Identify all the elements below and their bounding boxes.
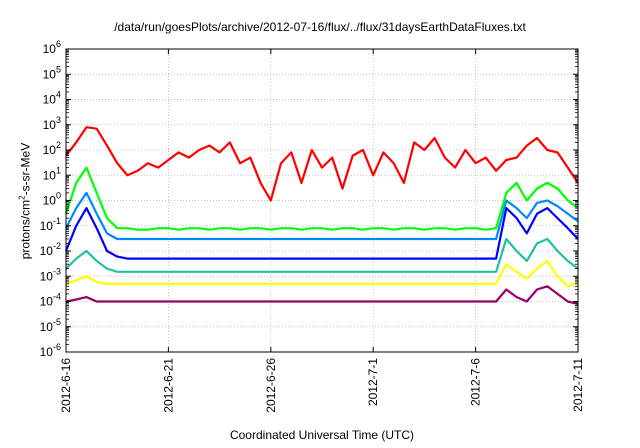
series-line-3 xyxy=(64,207,579,260)
y-tick-label: 104 xyxy=(43,90,61,107)
tick-layer: 10-6 10-5 10-4 10-3 10-2 10-1 100 101 102 103 104 1… xyxy=(40,39,585,413)
y-tick-label: 10-1 xyxy=(40,216,61,233)
y-tick-label: 10-6 xyxy=(40,342,61,359)
x-tick-label: 2012-7-1 xyxy=(366,358,380,406)
y-tick-label: 100 xyxy=(43,191,61,208)
x-tick-label: 2012-7-11 xyxy=(571,358,585,412)
series-line-1 xyxy=(64,166,579,231)
y-tick-label: 10-3 xyxy=(40,266,61,283)
y-tick-label: 106 xyxy=(43,39,61,56)
y-tick-label: 10-2 xyxy=(40,241,61,258)
series-line-4 xyxy=(65,237,579,273)
y-tick-label: 101 xyxy=(43,165,61,182)
y-tick-label: 10-5 xyxy=(40,317,61,334)
x-axis-label: Coordinated Universal Time (UTC) xyxy=(229,428,415,442)
y-tick-label: 105 xyxy=(43,64,61,81)
y-axis-label: protons/cm2-s-sr-MeV xyxy=(17,142,33,260)
chart-title: /data/run/goesPlots/archive/2012-07-16/f… xyxy=(114,20,526,34)
x-tick-label: 2012-6-21 xyxy=(161,358,175,413)
y-tick-label: 10-4 xyxy=(40,292,61,309)
series-line-6 xyxy=(65,285,579,305)
y-tick-label: 102 xyxy=(43,140,61,157)
grid-layer xyxy=(66,49,578,352)
x-tick-label: 2012-6-16 xyxy=(59,358,73,413)
x-tick-label: 2012-6-26 xyxy=(264,358,278,413)
x-tick-label: 2012-7-6 xyxy=(469,358,483,406)
y-tick-label: 103 xyxy=(43,115,61,132)
series-line-5 xyxy=(65,259,579,288)
series-line-0 xyxy=(65,126,579,202)
series-line-2 xyxy=(65,191,579,241)
series-layer xyxy=(64,126,579,305)
